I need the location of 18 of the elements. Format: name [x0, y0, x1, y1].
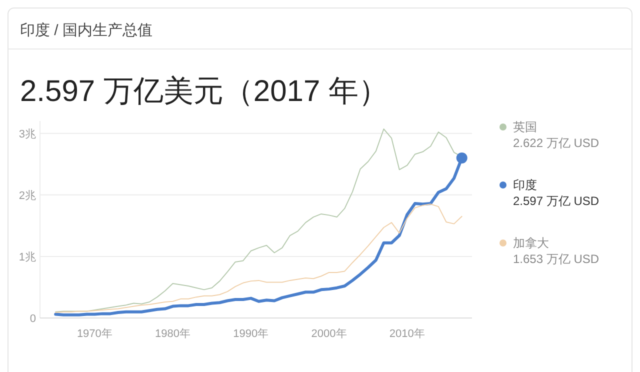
legend-label: 英国: [513, 120, 537, 134]
line-series: [55, 204, 462, 313]
x-tick-label: 2010年: [389, 328, 425, 340]
x-tick-label: 1990年: [233, 328, 269, 340]
legend-label: 加拿大: [513, 236, 549, 250]
y-tick-label: 2兆: [18, 188, 36, 202]
y-tick-label: 0: [30, 313, 36, 325]
legend-label: 印度: [513, 178, 537, 192]
x-tick-label: 1970年: [76, 328, 112, 340]
x-tick-label: 2000年: [311, 328, 347, 340]
y-tick-label: 3兆: [18, 127, 36, 140]
text: 2.597 万亿 USD: [513, 194, 600, 208]
text: 1.653 万亿 USD: [513, 252, 600, 266]
chart-subtitle: 2.597 万亿美元（2017 年）: [20, 75, 388, 108]
chart-title: 印度 / 国内生产总值: [20, 22, 153, 39]
x-tick-label: 1980年: [155, 328, 191, 340]
text: 2.622 万亿 USD: [513, 136, 600, 150]
y-tick-label: 1兆: [18, 250, 36, 264]
